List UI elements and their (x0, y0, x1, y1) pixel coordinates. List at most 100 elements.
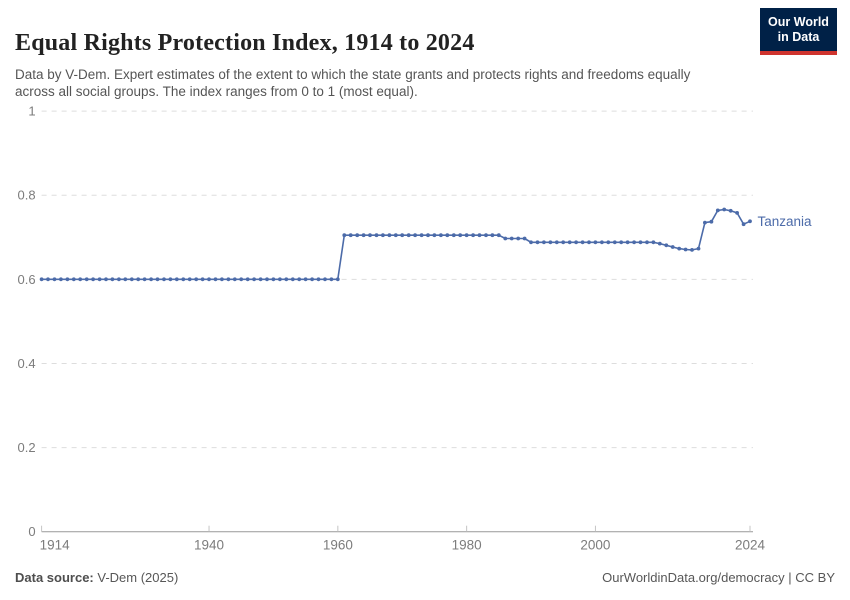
data-point[interactable] (303, 277, 308, 282)
data-point[interactable] (65, 277, 70, 282)
data-point[interactable] (110, 277, 115, 282)
data-point[interactable] (245, 277, 250, 282)
data-point[interactable] (91, 277, 95, 282)
data-point[interactable] (696, 246, 701, 251)
data-point[interactable] (194, 277, 199, 282)
data-point[interactable] (426, 233, 430, 238)
data-point[interactable] (522, 236, 527, 241)
data-point[interactable] (252, 277, 256, 282)
data-point[interactable] (374, 233, 379, 238)
data-point[interactable] (342, 233, 347, 238)
data-point[interactable] (535, 240, 540, 245)
data-point[interactable] (155, 277, 160, 282)
credit-link[interactable]: OurWorldinData.org/democracy | CC BY (602, 570, 835, 585)
data-point[interactable] (149, 277, 154, 282)
data-point[interactable] (432, 233, 437, 238)
data-point[interactable] (554, 240, 559, 245)
data-point[interactable] (735, 211, 739, 215)
data-point[interactable] (46, 277, 50, 282)
data-point[interactable] (677, 246, 682, 251)
data-point[interactable] (561, 240, 566, 245)
data-point[interactable] (419, 233, 424, 238)
data-point[interactable] (335, 277, 340, 282)
data-point[interactable] (97, 277, 102, 282)
data-point[interactable] (445, 233, 450, 238)
data-point[interactable] (709, 219, 714, 224)
data-point[interactable] (439, 233, 443, 238)
data-point[interactable] (477, 233, 482, 238)
data-point[interactable] (567, 240, 572, 245)
data-point[interactable] (490, 233, 495, 238)
data-point[interactable] (645, 240, 649, 245)
data-point[interactable] (129, 277, 134, 282)
data-point[interactable] (529, 240, 533, 245)
data-point[interactable] (381, 233, 385, 238)
data-point[interactable] (142, 277, 147, 282)
data-point[interactable] (59, 277, 63, 282)
data-point[interactable] (297, 277, 302, 282)
data-point[interactable] (368, 233, 372, 238)
data-point[interactable] (348, 233, 353, 238)
data-point[interactable] (703, 220, 707, 225)
data-point[interactable] (278, 277, 282, 282)
data-point[interactable] (516, 236, 521, 241)
series-label-tanzania[interactable]: Tanzania (758, 214, 813, 229)
data-point[interactable] (741, 222, 746, 227)
data-point[interactable] (612, 240, 617, 245)
data-point[interactable] (600, 240, 604, 245)
data-point[interactable] (71, 277, 76, 282)
data-point[interactable] (117, 277, 121, 282)
data-point[interactable] (722, 207, 727, 212)
data-point[interactable] (181, 277, 186, 282)
data-point[interactable] (123, 277, 128, 282)
data-point[interactable] (690, 248, 694, 252)
data-point[interactable] (548, 240, 553, 245)
data-point[interactable] (509, 236, 514, 241)
data-point[interactable] (355, 233, 360, 238)
data-point[interactable] (187, 277, 192, 282)
data-point[interactable] (200, 277, 205, 282)
data-point[interactable] (84, 277, 89, 282)
data-point[interactable] (316, 277, 321, 282)
data-point[interactable] (657, 241, 662, 246)
data-point[interactable] (464, 233, 469, 238)
data-point[interactable] (104, 277, 108, 282)
owid-logo[interactable]: Our World in Data (760, 8, 837, 55)
data-point[interactable] (670, 245, 675, 249)
data-point[interactable] (587, 240, 591, 245)
data-point[interactable] (393, 233, 398, 238)
data-point[interactable] (310, 277, 314, 282)
data-point[interactable] (361, 233, 366, 238)
data-point[interactable] (323, 277, 327, 282)
data-point[interactable] (593, 240, 598, 245)
data-point[interactable] (625, 240, 630, 245)
data-point[interactable] (271, 277, 276, 282)
chart-plot-area[interactable]: 0 0.2 0.4 0.6 0.8 1 1914 1940 1960 1980 2000 2024 Ta… (0, 95, 850, 565)
data-point[interactable] (258, 277, 263, 282)
data-point[interactable] (542, 240, 546, 245)
data-point[interactable] (174, 277, 179, 282)
data-point[interactable] (651, 240, 656, 245)
data-point[interactable] (136, 277, 141, 282)
data-point[interactable] (664, 243, 669, 248)
data-point[interactable] (220, 277, 224, 282)
data-point[interactable] (606, 240, 611, 245)
data-point[interactable] (162, 277, 166, 282)
data-point[interactable] (226, 277, 231, 282)
data-point[interactable] (78, 277, 83, 282)
data-point[interactable] (239, 277, 244, 282)
data-point[interactable] (574, 240, 578, 245)
data-point[interactable] (728, 208, 733, 213)
data-point[interactable] (451, 233, 456, 238)
series-line-tanzania[interactable] (41, 208, 751, 281)
data-point[interactable] (400, 233, 405, 238)
data-point[interactable] (168, 277, 173, 282)
data-point[interactable] (503, 236, 508, 241)
data-point[interactable] (471, 233, 475, 238)
data-point[interactable] (39, 277, 44, 282)
data-point[interactable] (265, 277, 269, 282)
data-point[interactable] (387, 233, 392, 238)
data-point[interactable] (329, 277, 334, 282)
data-point[interactable] (406, 233, 411, 238)
data-point[interactable] (748, 219, 752, 224)
